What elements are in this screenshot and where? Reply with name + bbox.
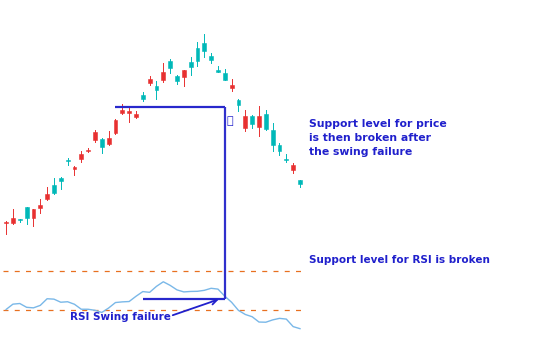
Bar [52, 186, 56, 193]
Bar [127, 111, 131, 114]
Bar [237, 100, 241, 105]
Bar [93, 132, 97, 140]
Bar [72, 167, 76, 169]
Bar [264, 114, 268, 129]
Bar [278, 145, 281, 151]
Bar [79, 154, 83, 159]
Bar [45, 194, 49, 199]
Bar [155, 86, 158, 90]
Bar [209, 56, 213, 60]
Bar [168, 61, 172, 68]
Bar [188, 62, 193, 67]
Bar [271, 130, 274, 145]
Bar [120, 110, 124, 113]
Bar [250, 116, 254, 124]
Bar [298, 180, 302, 184]
Bar [216, 70, 220, 71]
Bar [134, 114, 138, 117]
Bar [66, 160, 69, 161]
Bar [18, 219, 21, 220]
Bar [4, 222, 8, 224]
Bar [291, 165, 295, 170]
Bar [59, 178, 63, 180]
Text: Support level for price
is then broken after
the swing failure: Support level for price is then broken a… [309, 119, 447, 157]
Bar [195, 48, 199, 61]
Bar [175, 77, 179, 81]
Bar [38, 205, 42, 208]
Bar [113, 120, 118, 133]
Text: Support level for RSI is broken: Support level for RSI is broken [309, 256, 490, 265]
Bar [243, 117, 247, 128]
Bar [202, 43, 206, 50]
Bar [148, 79, 151, 83]
Bar [141, 95, 144, 99]
Text: ก: ก [227, 116, 234, 126]
Bar [182, 70, 186, 77]
Bar [32, 209, 35, 218]
Bar [285, 159, 288, 160]
Bar [162, 72, 165, 80]
Bar [11, 218, 15, 223]
Bar [230, 85, 234, 88]
Bar [223, 73, 227, 79]
Text: RSI Swing failure: RSI Swing failure [70, 312, 171, 322]
Bar [107, 138, 111, 144]
Bar [86, 150, 90, 151]
Bar [257, 116, 261, 127]
Bar [100, 139, 104, 147]
Bar [25, 207, 28, 218]
